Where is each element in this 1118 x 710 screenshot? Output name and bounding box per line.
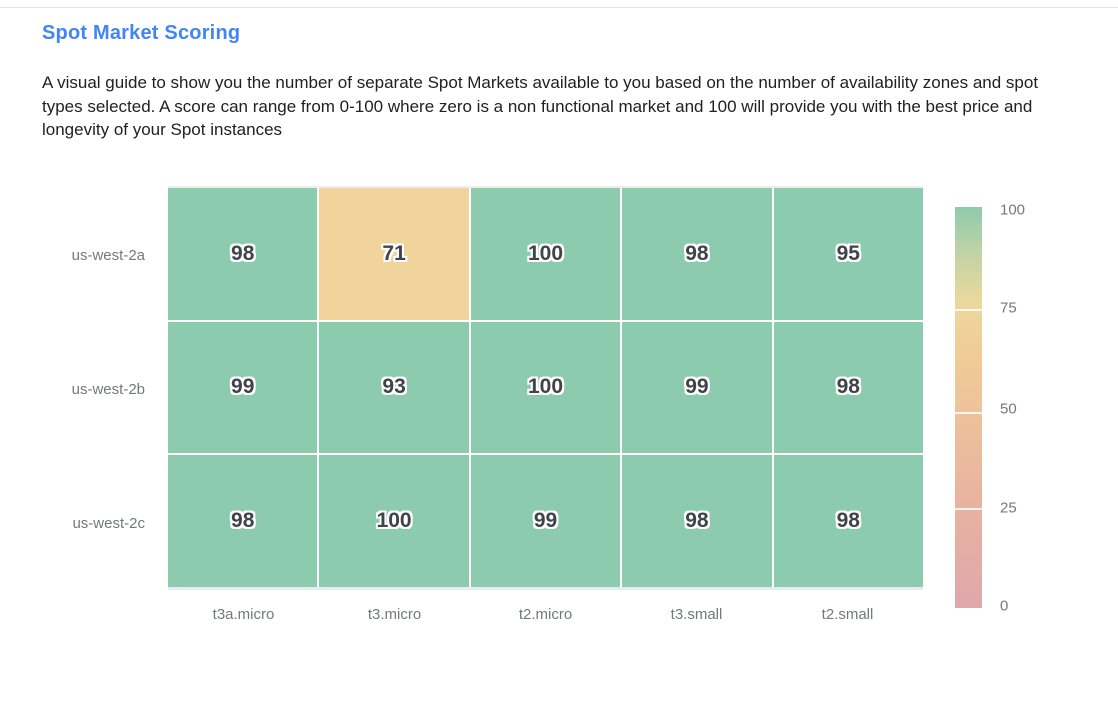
heatmap-grid: 98 71 100 98 95 99 93 100 99 98 98 100 9… xyxy=(168,186,923,590)
colorbar-label-0: 0 xyxy=(1000,597,1009,615)
page-title: Spot Market Scoring xyxy=(42,22,241,44)
heatmap-cell[interactable]: 99 xyxy=(168,321,318,454)
colorbar-label-25: 25 xyxy=(1000,499,1017,517)
heatmap-cell[interactable]: 99 xyxy=(470,455,621,587)
heatmap-cell[interactable]: 93 xyxy=(319,321,469,454)
colorbar-tick-25 xyxy=(955,508,982,511)
colorbar-tick-50 xyxy=(955,411,982,414)
page-description: A visual guide to show you the number of… xyxy=(42,73,1039,139)
heatmap-cell[interactable]: 100 xyxy=(470,188,621,320)
y-axis-label-us-west-2c: us-west-2c xyxy=(72,514,145,532)
y-axis-label-us-west-2a: us-west-2a xyxy=(71,246,145,264)
heatmap-cell[interactable]: 98 xyxy=(773,321,923,454)
x-axis-label-t3a-micro: t3a.micro xyxy=(212,606,275,623)
colorbar-label-100: 100 xyxy=(1000,201,1026,219)
heatmap-cell[interactable]: 98 xyxy=(168,455,318,587)
heatmap-cell[interactable]: 95 xyxy=(773,188,923,320)
top-divider xyxy=(0,7,1118,8)
x-axis-label-t3-small: t3.small xyxy=(670,606,723,623)
heatmap-cell[interactable]: 98 xyxy=(773,455,923,587)
heatmap-cell[interactable]: 98 xyxy=(622,455,772,587)
colorbar-label-75: 75 xyxy=(1000,299,1017,317)
y-axis-label-us-west-2b: us-west-2b xyxy=(71,380,145,398)
heatmap-cell[interactable]: 98 xyxy=(168,188,318,320)
heatmap-cell[interactable]: 100 xyxy=(470,321,621,454)
y-axis-labels: us-west-2a us-west-2b us-west-2c xyxy=(0,188,145,590)
x-axis-label-t3-micro: t3.micro xyxy=(367,606,422,623)
x-axis-label-t2-micro: t2.micro xyxy=(518,606,573,623)
colorbar xyxy=(955,207,982,608)
colorbar-tick-75 xyxy=(955,308,982,311)
x-axis-labels: t3a.micro t3.micro t2.micro t3.small t2.… xyxy=(168,606,923,623)
heatmap-cell[interactable]: 100 xyxy=(319,455,469,587)
heatmap-cell[interactable]: 98 xyxy=(622,188,772,320)
colorbar-label-50: 50 xyxy=(1000,400,1017,418)
heatmap-cell[interactable]: 99 xyxy=(622,321,772,454)
heatmap-cell[interactable]: 71 xyxy=(319,188,469,320)
x-axis-label-t2-small: t2.small xyxy=(821,606,874,623)
